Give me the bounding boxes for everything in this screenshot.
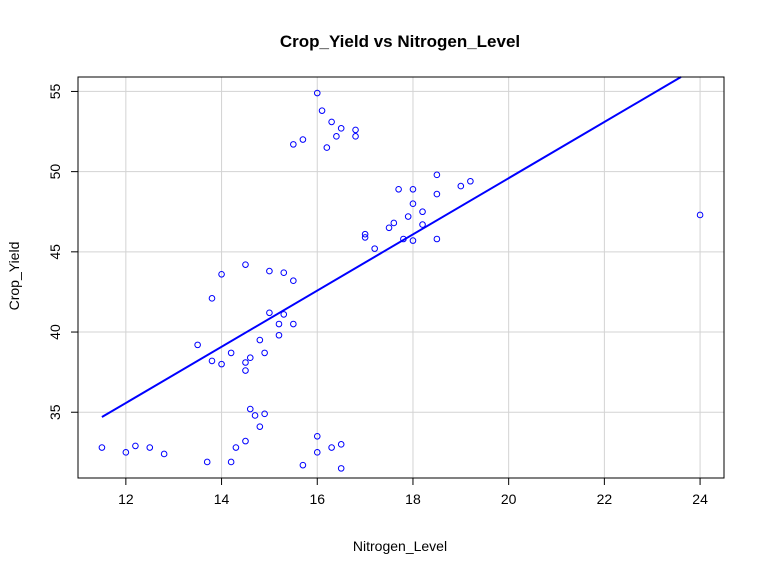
- x-tick-label: 24: [692, 491, 708, 507]
- y-tick-label: 35: [47, 404, 63, 420]
- data-point: [232, 444, 240, 451]
- data-point: [208, 357, 216, 365]
- data-point: [290, 320, 297, 328]
- data-point: [361, 230, 369, 238]
- data-point: [337, 441, 345, 448]
- x-tick-label: 22: [597, 491, 613, 507]
- data-point: [256, 423, 264, 430]
- x-tick-label: 12: [118, 491, 134, 507]
- data-point: [352, 126, 359, 134]
- data-point: [98, 444, 106, 451]
- data-point: [328, 118, 335, 126]
- data-point: [246, 405, 254, 413]
- data-point: [218, 270, 225, 278]
- data-point: [132, 442, 139, 450]
- data-point: [433, 190, 441, 198]
- x-tick-label: 16: [309, 491, 325, 507]
- data-point: [227, 458, 235, 466]
- data-point: [409, 185, 417, 193]
- data-point: [328, 444, 335, 451]
- data-point: [404, 213, 412, 220]
- data-point: [290, 141, 297, 148]
- data-point: [318, 107, 326, 114]
- y-tick-label: 45: [47, 244, 63, 260]
- x-tick-label: 20: [501, 491, 517, 507]
- data-point: [203, 458, 211, 466]
- data-point: [409, 200, 417, 208]
- data-point: [275, 320, 283, 328]
- x-tick-label: 18: [405, 491, 421, 507]
- data-point: [457, 182, 465, 190]
- data-point: [280, 269, 288, 276]
- data-point: [256, 336, 264, 344]
- data-point: [266, 309, 273, 317]
- chart-title: Crop_Yield vs Nitrogen_Level: [280, 32, 520, 51]
- data-point: [313, 89, 321, 97]
- data-point: [208, 295, 216, 302]
- data-point: [352, 133, 359, 140]
- data-point: [433, 235, 441, 243]
- data-point: [433, 171, 441, 179]
- data-point: [419, 208, 426, 216]
- data-point: [323, 144, 331, 151]
- data-point: [395, 185, 402, 193]
- data-point: [299, 461, 307, 469]
- fit-line: [101, 76, 682, 418]
- data-points: [98, 89, 704, 472]
- data-point: [242, 359, 249, 366]
- data-point: [146, 444, 154, 451]
- plot-frame: [77, 76, 725, 479]
- grid: [78, 77, 724, 478]
- y-tick-label: 50: [47, 164, 63, 180]
- data-point: [194, 341, 201, 349]
- data-point: [371, 245, 378, 252]
- x-tick-label: 14: [214, 491, 230, 507]
- data-point: [242, 367, 249, 374]
- y-axis: 35 40 45 50 55: [47, 83, 78, 420]
- data-point: [337, 465, 345, 472]
- data-point: [242, 437, 249, 445]
- data-point: [275, 331, 283, 339]
- data-point: [313, 432, 321, 440]
- data-point: [290, 277, 297, 285]
- data-point: [122, 449, 130, 456]
- data-point: [246, 354, 254, 362]
- data-point: [409, 237, 417, 244]
- data-point: [218, 360, 225, 368]
- data-point: [261, 349, 268, 357]
- x-axis: 12 14 16 18 20 22 24: [118, 478, 708, 507]
- data-point: [266, 267, 273, 275]
- data-point: [361, 234, 369, 241]
- data-point: [227, 349, 235, 357]
- data-point: [333, 133, 340, 140]
- data-point: [390, 219, 398, 227]
- data-point: [696, 211, 704, 219]
- data-point: [160, 450, 168, 458]
- data-point: [280, 311, 288, 318]
- y-tick-label: 55: [47, 83, 63, 99]
- data-point: [337, 125, 345, 132]
- data-point: [419, 221, 426, 228]
- data-point: [299, 136, 307, 143]
- data-point: [467, 177, 474, 185]
- data-point: [251, 412, 259, 419]
- data-point: [385, 224, 393, 232]
- y-tick-label: 40: [47, 324, 63, 340]
- data-point: [261, 410, 268, 418]
- data-point: [242, 261, 249, 268]
- data-point: [313, 449, 321, 456]
- x-axis-label: Nitrogen_Level: [353, 538, 447, 554]
- y-axis-label: Crop_Yield: [6, 242, 22, 311]
